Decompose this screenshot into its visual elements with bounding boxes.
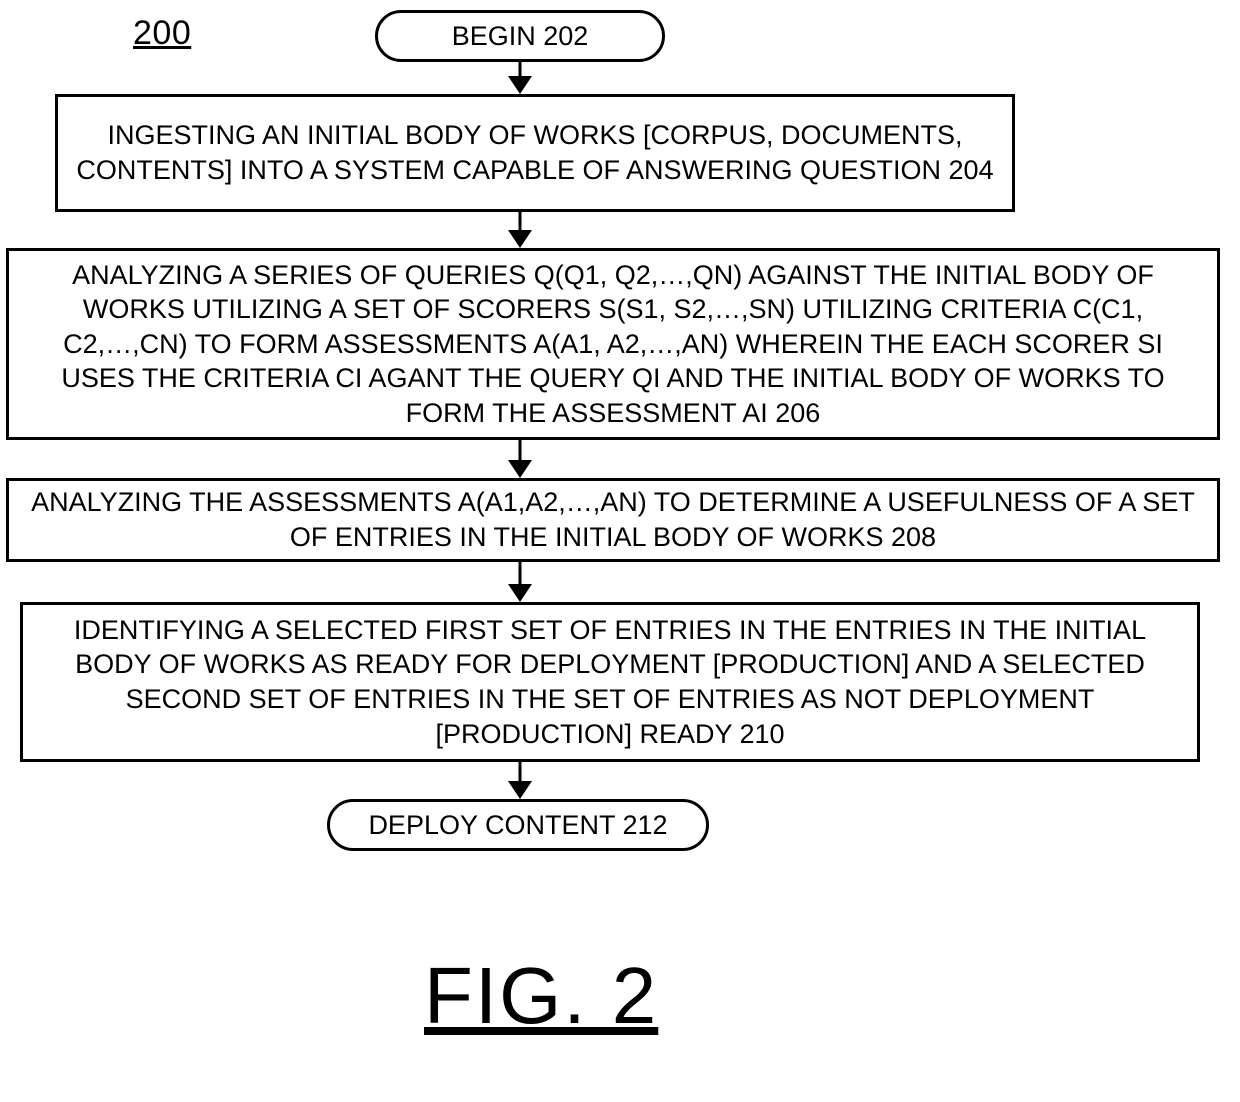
arrow-head-icon (508, 781, 532, 799)
arrow-line (519, 762, 522, 782)
arrow-line (519, 562, 522, 584)
deploy-text: DEPLOY CONTENT 212 (368, 810, 667, 841)
begin-text: BEGIN 202 (452, 21, 589, 52)
deploy-terminal: DEPLOY CONTENT 212 (327, 799, 709, 851)
process-step-206: ANALYZING A SERIES OF QUERIES Q(Q1, Q2,…… (6, 248, 1220, 440)
process-step-208: ANALYZING THE ASSESSMENTS A(A1,A2,…,AN) … (6, 478, 1220, 562)
figure-title: FIG. 2 (424, 950, 658, 1042)
process-text: IDENTIFYING A SELECTED FIRST SET OF ENTR… (41, 613, 1179, 751)
arrow-head-icon (508, 230, 532, 248)
figure-number-label: 200 (133, 14, 191, 53)
process-step-210: IDENTIFYING A SELECTED FIRST SET OF ENTR… (20, 602, 1200, 762)
arrow-head-icon (508, 584, 532, 602)
process-text: ANALYZING A SERIES OF QUERIES Q(Q1, Q2,…… (27, 258, 1199, 431)
process-text: ANALYZING THE ASSESSMENTS A(A1,A2,…,AN) … (27, 485, 1199, 554)
process-text: INGESTING AN INITIAL BODY OF WORKS [CORP… (76, 118, 994, 187)
arrow-line (519, 440, 522, 462)
arrow-head-icon (508, 76, 532, 94)
process-step-204: INGESTING AN INITIAL BODY OF WORKS [CORP… (55, 94, 1015, 212)
flowchart-canvas: 200 BEGIN 202 INGESTING AN INITIAL BODY … (0, 0, 1240, 1102)
arrow-line (519, 212, 522, 232)
arrow-head-icon (508, 460, 532, 478)
begin-terminal: BEGIN 202 (375, 10, 665, 62)
